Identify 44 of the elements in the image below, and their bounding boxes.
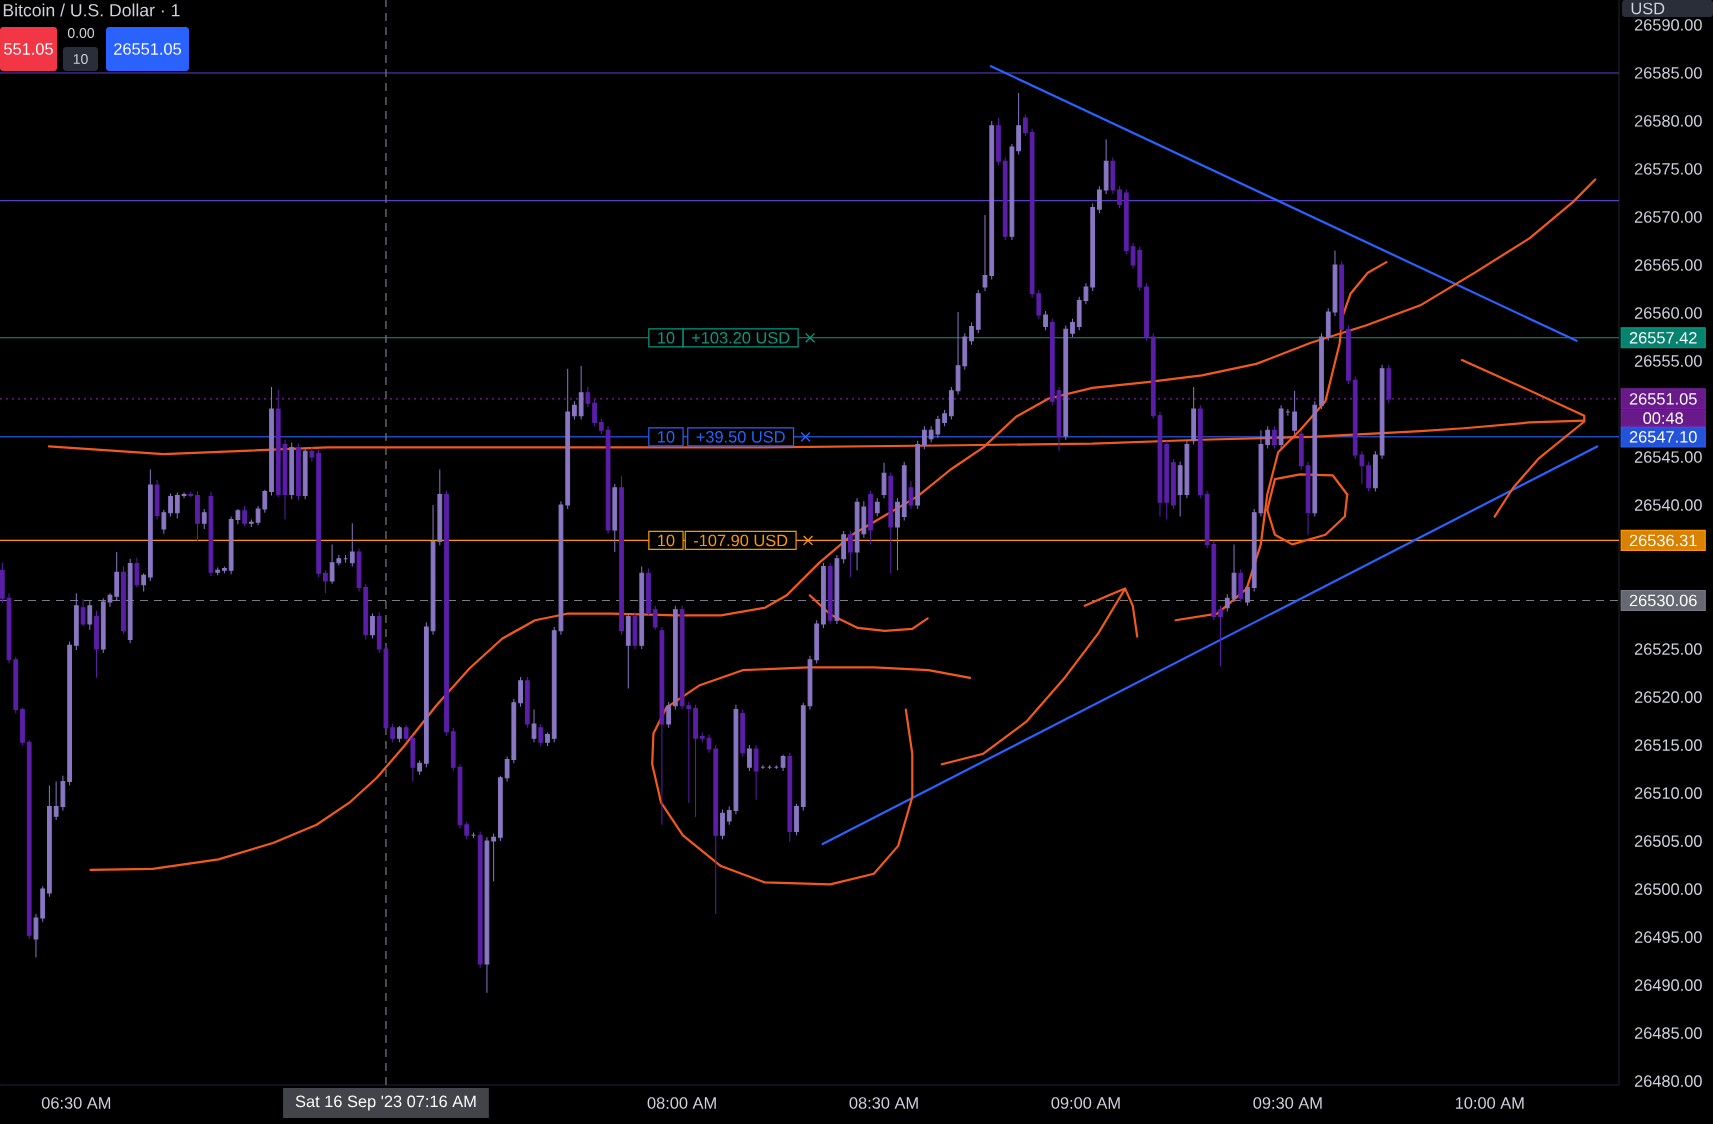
x-tick-label: 08:00 AM — [647, 1097, 716, 1109]
y-tick-label: 26520.00 — [1634, 691, 1702, 703]
y-tick-label: 26580.00 — [1634, 115, 1702, 127]
y-tick-label: 26500.00 — [1634, 883, 1702, 895]
x-tick-label: 09:00 AM — [1051, 1097, 1120, 1109]
y-tick-label: 26515.00 — [1634, 739, 1702, 751]
y-tick-label: 26545.00 — [1634, 451, 1702, 463]
ref-line-label: 26557.42 — [1629, 331, 1697, 344]
y-tick-label: 26585.00 — [1634, 67, 1702, 79]
annotation: 10 — [73, 54, 88, 64]
y-tick-label: 26560.00 — [1634, 307, 1702, 319]
ref-line-label: Sat 16 Sep '23 07:16 AM — [295, 1095, 476, 1111]
x-tick-label: 06:30 AM — [41, 1097, 111, 1109]
annotation: 551.05 — [4, 43, 53, 55]
ref-line-label: 26547.10 — [1629, 431, 1697, 443]
annotation: +103.20 USD — [692, 331, 790, 344]
y-tick-label: 26570.00 — [1634, 211, 1702, 223]
ref-line-label: 26536.31 — [1629, 534, 1697, 547]
annotation: 0.00 — [67, 28, 95, 38]
y-tick-label: 26495.00 — [1634, 931, 1702, 943]
x-tick-label: 09:30 AM — [1253, 1097, 1322, 1109]
ref-line-label: 26551.05 — [1629, 393, 1697, 405]
annotation: 10 — [658, 534, 675, 547]
y-tick-label: 26480.00 — [1634, 1075, 1702, 1087]
y-tick-label: 26485.00 — [1634, 1027, 1702, 1039]
y-tick-label: 26490.00 — [1634, 979, 1702, 991]
y-tick-label: 26555.00 — [1634, 355, 1702, 367]
text: 00:48 — [1643, 412, 1684, 424]
ref-line-label: 26530.06 — [1629, 594, 1697, 607]
y-tick-label: 26525.00 — [1634, 643, 1702, 655]
annotation: +39.50 USD — [696, 431, 785, 443]
annotation: -107.90 USD — [693, 534, 788, 547]
text: USD — [1631, 2, 1665, 15]
y-tick-label: 26575.00 — [1634, 163, 1702, 175]
y-tick-label: 26505.00 — [1634, 835, 1702, 847]
chart-title: Bitcoin / U.S. Dollar · 1 — [3, 3, 180, 17]
annotation: 10 — [658, 431, 675, 443]
y-tick-label: 26510.00 — [1634, 787, 1702, 799]
y-tick-label: 26565.00 — [1634, 259, 1702, 271]
x-tick-label: 10:00 AM — [1455, 1097, 1524, 1109]
x-tick-label: 08:30 AM — [849, 1097, 918, 1109]
annotation: 26551.05 — [114, 43, 182, 55]
y-tick-label: 26540.00 — [1634, 499, 1702, 511]
y-tick-label: 26590.00 — [1634, 19, 1702, 31]
